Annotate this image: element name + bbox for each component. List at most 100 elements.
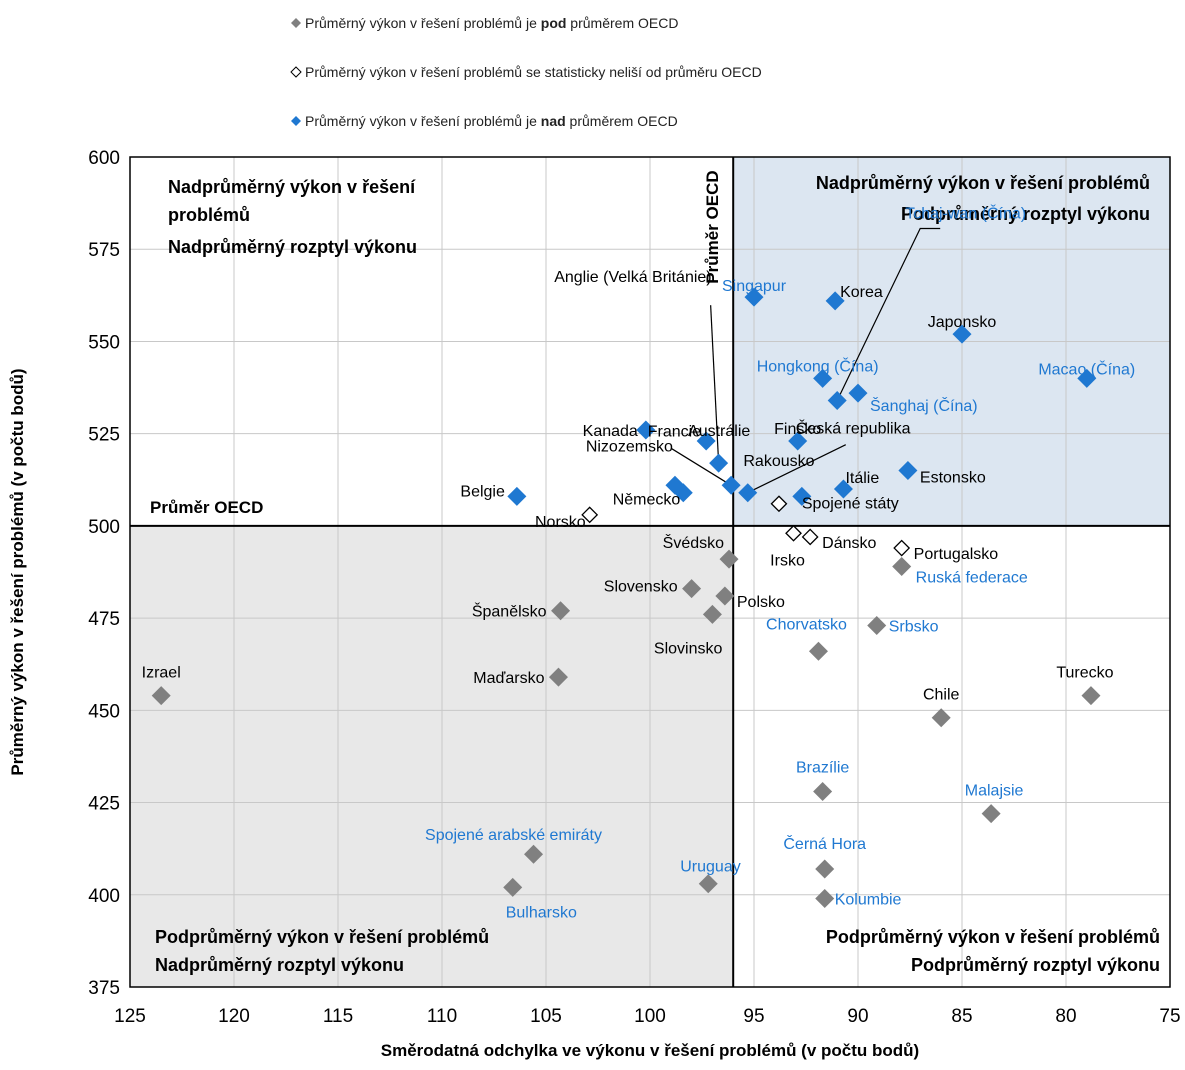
- legend-text-post: průměrem OECD: [566, 15, 678, 31]
- y-tick-label: 600: [88, 148, 120, 169]
- point-spojene-arabske-emiraty: [524, 844, 544, 864]
- point-label-madarsko: Maďarsko: [473, 670, 544, 687]
- point-label-srbsko: Srbsko: [889, 618, 939, 635]
- point-portugalsko: [893, 539, 911, 557]
- legend-text-bold: nad: [541, 113, 566, 129]
- point-slovensko: [682, 579, 702, 599]
- point-label-slovensko: Slovensko: [604, 579, 678, 596]
- point-label-francie: Francie: [648, 423, 701, 440]
- quadrant-labels: Nadprůměrný výkon v řešení problémů Nadprů…: [155, 173, 1160, 975]
- point-label-ceska-republika: Česká republika: [796, 419, 911, 438]
- point-label-nemecko: Německo: [613, 492, 681, 509]
- x-tick-label: 95: [743, 1006, 764, 1027]
- legend-marker-below: [291, 18, 301, 28]
- x-tick-label: 120: [218, 1006, 250, 1027]
- point-label-spojene-arabske-emiraty: Spojené arabské emiráty: [425, 827, 602, 844]
- point-chorvatsko: [808, 641, 828, 661]
- x-axis-title: Směrodatná odchylka ve výkonu v řešení p…: [381, 1041, 919, 1060]
- quadrant-label-top-left: Nadprůměrný výkon v řešení: [168, 177, 416, 197]
- point-srbsko: [867, 615, 887, 635]
- point-label-uruguay: Uruguay: [680, 859, 740, 876]
- point-francie: [721, 475, 741, 495]
- legend-text-post: průměrem OECD: [566, 113, 678, 129]
- point-madarsko: [548, 667, 568, 687]
- point-izrael: [151, 686, 171, 706]
- legend-entry-not_significant: Průměrný výkon v řešení problémů se stat…: [305, 64, 762, 80]
- oecd-average-labels: Průměr OECD Průměr OECD: [150, 170, 722, 517]
- leader-line-ceska-republika: [747, 444, 847, 494]
- point-label-tchaj-wan-cina: Tchaj-wan (Čína): [905, 203, 1026, 222]
- point-kanada: [636, 420, 656, 440]
- oecd-average-label-horizontal: Průměr OECD: [150, 498, 263, 517]
- point-label-korea: Korea: [840, 284, 883, 301]
- legend-text-pre: Průměrný výkon v řešení problémů se stat…: [305, 64, 762, 80]
- point-sanghaj-cina: [848, 383, 868, 403]
- plot-border: [129, 156, 1171, 988]
- x-tick-label: 100: [634, 1006, 666, 1027]
- point-dansko: [801, 528, 819, 546]
- point-ruska-federace: [892, 556, 912, 576]
- x-tick-label: 90: [847, 1006, 868, 1027]
- point-kolumbie: [815, 888, 835, 908]
- axis-ticks: 125 120 115 110 105 100 95 90 85 80 75 375 400 425 450…: [88, 148, 1180, 1027]
- point-singapur: [744, 287, 764, 307]
- legend-entry-above: Průměrný výkon v řešení problémů je nad …: [305, 113, 678, 129]
- y-tick-label: 500: [88, 517, 120, 538]
- point-ceska-republika: [738, 483, 758, 503]
- point-italie: [833, 479, 853, 499]
- point-label-sanghaj-cina: Šanghaj (Čína): [870, 396, 978, 415]
- y-tick-label: 400: [88, 886, 120, 907]
- leader-lines: [670, 227, 941, 494]
- legend-text-pre: Průměrný výkon v řešení problémů je: [305, 15, 541, 31]
- legend-text-pre: Průměrný výkon v řešení problémů je: [305, 113, 541, 129]
- point-finsko: [788, 431, 808, 451]
- point-cerna-hora: [815, 859, 835, 879]
- point-label-japonsko: Japonsko: [928, 314, 997, 331]
- quadrant-label-bottom-right: Podprůměrný rozptyl výkonu: [911, 955, 1160, 975]
- point-label-spanelsko: Španělsko: [472, 602, 547, 621]
- oecd-average-label-vertical: Průměr OECD: [703, 170, 722, 283]
- legend-entry-below: Průměrný výkon v řešení problémů je pod …: [305, 15, 678, 31]
- y-tick-label: 475: [88, 609, 120, 630]
- point-label-macao-cina: Macao (Čína): [1038, 359, 1135, 378]
- point-label-slovinsko: Slovinsko: [654, 640, 723, 657]
- point-label-kolumbie: Kolumbie: [835, 891, 902, 908]
- point-label-kanada: Kanada: [583, 423, 638, 440]
- point-label-svedsko: Švédsko: [663, 533, 724, 552]
- point-label-turecko: Turecko: [1056, 665, 1113, 682]
- point-label-chile: Chile: [923, 687, 960, 704]
- point-label-finsko: Finsko: [774, 421, 821, 438]
- point-label-brazilie: Brazílie: [796, 759, 849, 776]
- point-malajsie: [981, 804, 1001, 824]
- point-label-singapur: Singapur: [722, 278, 787, 295]
- point-macao-cina: [1077, 368, 1097, 388]
- quadrant-label-top-left: problémů: [168, 205, 250, 225]
- point-label-hongkong-cina: Hongkong (Čína): [757, 356, 879, 375]
- point-label-chorvatsko: Chorvatsko: [766, 616, 847, 633]
- point-label-rakousko: Rakousko: [743, 453, 814, 470]
- point-norsko: [581, 506, 599, 524]
- point-label-italie: Itálie: [845, 470, 879, 487]
- point-bulharsko: [503, 877, 523, 897]
- point-label-irsko: Irsko: [770, 552, 805, 569]
- leader-line-francie: [670, 447, 732, 486]
- point-estonsko: [898, 461, 918, 481]
- point-label-bulharsko: Bulharsko: [506, 904, 577, 921]
- point-brazilie: [813, 781, 833, 801]
- y-tick-label: 425: [88, 794, 120, 815]
- point-label-norsko: Norsko: [535, 514, 586, 531]
- point-irsko: [785, 524, 802, 542]
- point-label-izrael: Izrael: [142, 665, 181, 682]
- leader-line-anglie-velka-britanie: [710, 305, 720, 464]
- x-tick-label: 125: [114, 1006, 146, 1027]
- point-rakousko: [770, 495, 788, 513]
- point-belgie: [507, 486, 527, 506]
- quadrant-bottom-left-bg: [130, 525, 734, 987]
- y-axis-title: Průměrný výkon v řešení problémů (v počt…: [8, 368, 27, 775]
- y-tick-label: 375: [88, 978, 120, 999]
- legend: Průměrný výkon v řešení problémů je pod …: [290, 15, 762, 129]
- point-spojene-staty: [792, 486, 812, 506]
- point-label-dansko: Dánsko: [822, 535, 876, 552]
- axis-titles: Směrodatná odchylka ve výkonu v řešení p…: [8, 368, 919, 1060]
